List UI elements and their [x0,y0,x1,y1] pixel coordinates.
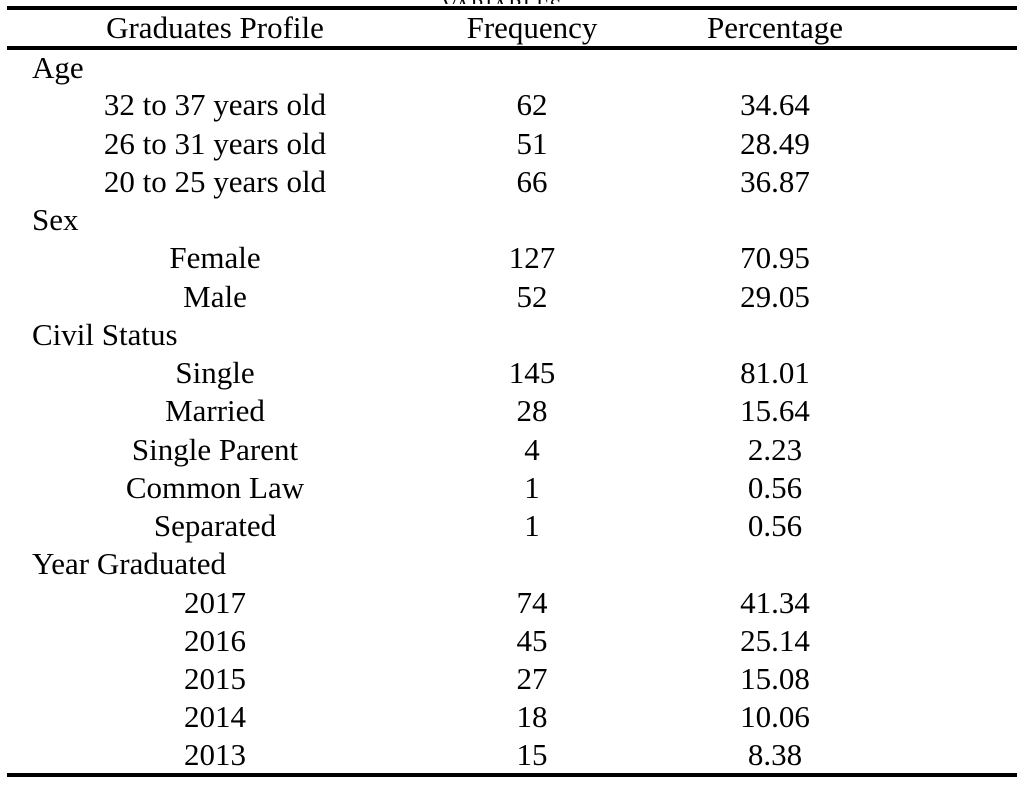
row-label: Married [165,393,265,429]
table-row: 2016 45 25.14 [7,622,1017,660]
row-label: 2014 [184,699,246,735]
table-row: Single 145 81.01 [7,354,1017,392]
row-percentage: 29.05 [740,278,810,314]
row-frequency: 145 [508,355,556,391]
row-label: 26 to 31 years old [103,125,327,161]
table-row: 20 to 25 years old 66 36.87 [7,163,1017,201]
row-spacer [909,239,1017,277]
row-frequency: 62 [516,87,548,123]
table-row: 26 to 31 years old 51 28.49 [7,125,1017,163]
row-label: Male [183,278,247,314]
row-label: Female [169,240,261,276]
table-row: 2014 18 10.06 [7,698,1017,736]
row-label: 32 to 37 years old [103,87,327,123]
row-percentage: 81.01 [740,355,810,391]
row-spacer [909,431,1017,469]
row-frequency: 45 [516,622,548,658]
row-label: Separated [153,508,277,544]
row-percentage: 0.56 [747,469,803,505]
row-label: Common Law [125,469,305,505]
table-body: Age 32 to 37 years old 62 34.64 26 to 31 yea… [7,48,1017,775]
clipped-title-text: VARIABLES [442,0,562,4]
table-row: Common Law 1 0.56 [7,469,1017,507]
table-row: 2013 15 8.38 [7,737,1017,775]
row-percentage: 0.56 [747,508,803,544]
row-percentage: 25.14 [740,622,810,658]
row-label: 2015 [184,661,246,697]
row-frequency: 1 [524,469,540,505]
row-spacer [909,163,1017,201]
table-row: 2017 74 41.34 [7,584,1017,622]
row-percentage: 8.38 [747,736,803,772]
row-spacer [909,737,1017,775]
column-header-percentage: Percentage [641,8,909,50]
row-percentage: 70.95 [740,240,810,276]
row-frequency: 51 [516,125,548,161]
row-percentage: 41.34 [740,584,810,620]
row-spacer [909,507,1017,545]
row-frequency: 4 [524,431,540,467]
section-row: Year Graduated [7,545,1017,583]
row-spacer [909,698,1017,736]
row-label: 2013 [184,736,246,772]
row-spacer [909,392,1017,430]
clipped-title: VARIABLES [7,0,1017,4]
row-frequency: 15 [516,736,548,772]
row-spacer [909,354,1017,392]
row-frequency: 18 [516,699,548,735]
row-spacer [909,125,1017,163]
row-frequency: 1 [524,508,540,544]
column-header-spacer [909,8,1017,50]
header-row: Graduates Profile Frequency Percentage [7,8,1017,50]
column-header-graduates-profile: Graduates Profile [7,8,423,50]
section-label: Civil Status [32,316,178,352]
row-frequency: 52 [516,278,548,314]
section-row: Age [7,48,1017,86]
row-label: 2016 [184,622,246,658]
row-label: 20 to 25 years old [103,163,327,199]
row-spacer [909,660,1017,698]
table-row: Single Parent 4 2.23 [7,431,1017,469]
row-label: 2017 [184,584,246,620]
row-percentage: 34.64 [740,87,810,123]
table-row: Married 28 15.64 [7,392,1017,430]
row-percentage: 10.06 [740,699,810,735]
row-frequency: 127 [508,240,556,276]
row-percentage: 28.49 [740,125,810,161]
row-spacer [909,86,1017,124]
row-frequency: 66 [516,163,548,199]
row-percentage: 36.87 [740,163,810,199]
row-spacer [909,278,1017,316]
table-row: Female 127 70.95 [7,239,1017,277]
column-header-frequency: Frequency [423,8,641,50]
section-label: Sex [32,202,79,238]
table-row: 32 to 37 years old 62 34.64 [7,86,1017,124]
row-percentage: 15.64 [740,393,810,429]
row-percentage: 2.23 [747,431,803,467]
row-frequency: 27 [516,661,548,697]
graduates-profile-table: Graduates Profile Frequency Percentage A… [7,6,1017,777]
row-label: Single [175,355,255,391]
row-spacer [909,622,1017,660]
table-row: Separated 1 0.56 [7,507,1017,545]
section-row: Civil Status [7,316,1017,354]
row-frequency: 28 [516,393,548,429]
row-frequency: 74 [516,584,548,620]
section-label: Age [32,50,84,86]
row-percentage: 15.08 [740,661,810,697]
table-header: Graduates Profile Frequency Percentage [7,8,1017,50]
table-row: 2015 27 15.08 [7,660,1017,698]
table-row: Male 52 29.05 [7,278,1017,316]
row-label: Single Parent [131,431,299,467]
section-row: Sex [7,201,1017,239]
row-spacer [909,469,1017,507]
row-spacer [909,584,1017,622]
section-label: Year Graduated [32,546,226,582]
